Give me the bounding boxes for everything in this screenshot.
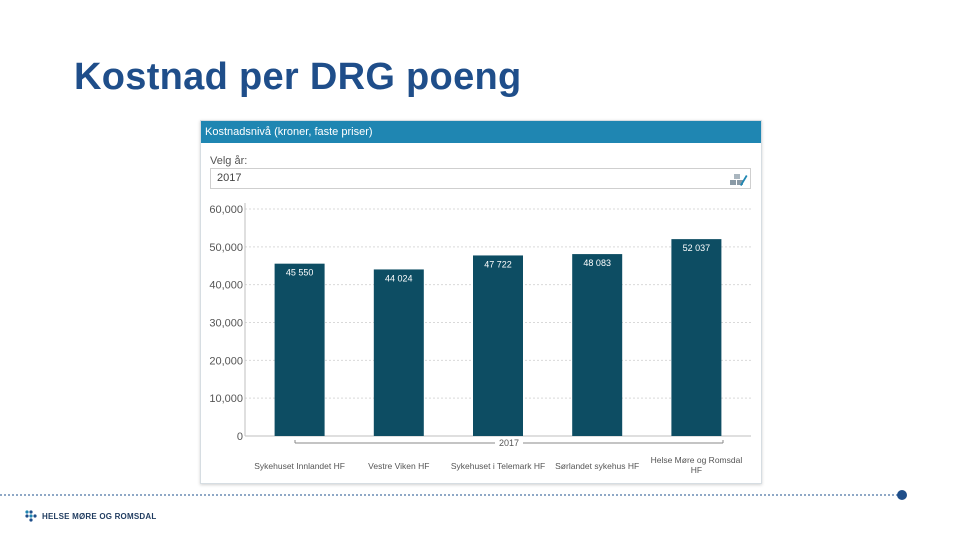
year-filter-select[interactable]: 2017 xyxy=(210,168,751,189)
y-tick-label: 0 xyxy=(237,431,243,443)
data-label: 45 550 xyxy=(286,268,314,278)
data-label: 44 024 xyxy=(385,273,413,283)
filter-edit-icon[interactable] xyxy=(728,171,748,187)
bar xyxy=(473,255,523,436)
footer-dot xyxy=(897,490,907,500)
category-label: Helse Møre og Romsdal xyxy=(651,455,743,465)
organization-logo: HELSE MØRE OG ROMSDAL xyxy=(24,509,156,523)
group-label-bg xyxy=(495,437,523,449)
bar xyxy=(572,254,623,436)
data-label: 48 083 xyxy=(583,258,611,268)
y-tick-label: 40,000 xyxy=(209,280,243,292)
category-label: Sørlandet sykehus HF xyxy=(555,461,639,471)
chart-panel: Kostnadsnivå (kroner, faste priser) Velg… xyxy=(200,120,762,484)
data-label: 52 037 xyxy=(683,243,711,253)
logo-icon xyxy=(25,510,37,522)
data-label: 47 722 xyxy=(484,259,512,269)
y-tick-label: 60,000 xyxy=(209,204,243,216)
slide-title: Kostnad per DRG poeng xyxy=(74,56,522,98)
bar xyxy=(671,239,722,436)
year-filter-value: 2017 xyxy=(217,172,242,184)
category-label: Sykehuset i Telemark HF xyxy=(451,461,545,471)
category-label: HF xyxy=(691,465,702,475)
y-tick-label: 50,000 xyxy=(209,242,243,254)
panel-header: Kostnadsnivå (kroner, faste priser) xyxy=(201,121,761,143)
logo-text: HELSE MØRE OG ROMSDAL xyxy=(42,511,157,521)
group-label: 2017 xyxy=(499,438,519,448)
category-label: Sykehuset Innlandet HF xyxy=(254,461,345,471)
footer-divider xyxy=(0,494,898,496)
bar xyxy=(373,269,424,436)
bar-chart: 0 10,000 20,000 30,000 40,000 50,000 60,000 45 … xyxy=(209,203,751,475)
y-tick-label: 10,000 xyxy=(209,393,243,405)
category-label: Vestre Viken HF xyxy=(368,461,429,471)
year-filter-label: Velg år: xyxy=(210,155,248,167)
y-tick-label: 30,000 xyxy=(209,318,243,330)
bar xyxy=(274,263,325,436)
y-tick-label: 20,000 xyxy=(209,355,243,367)
